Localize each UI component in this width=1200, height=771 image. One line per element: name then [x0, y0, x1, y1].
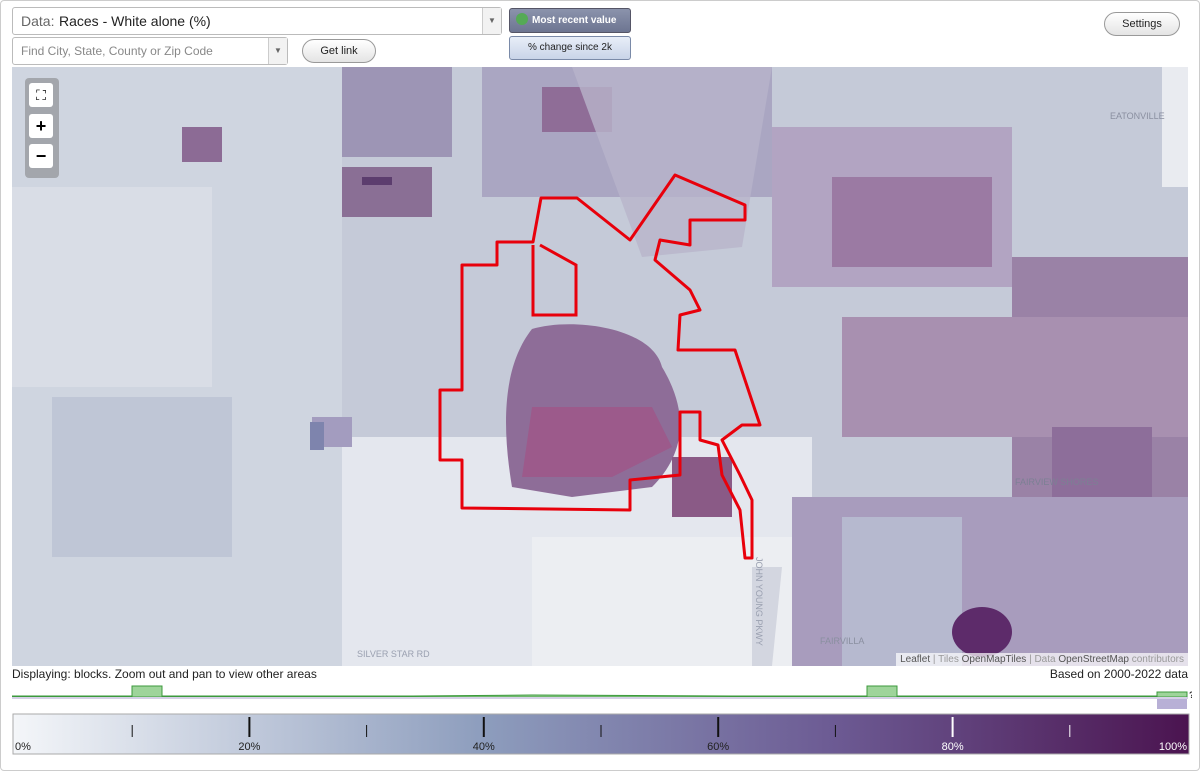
- dropdown-arrow: ▼: [482, 8, 501, 34]
- help-icon[interactable]: ?: [1189, 690, 1192, 700]
- legend-tick-label: 0%: [15, 741, 31, 753]
- mode-recent-label: Most recent value: [532, 15, 617, 26]
- place-label: SILVER STAR RD: [357, 649, 430, 659]
- place-label: EATONVILLE: [1110, 111, 1165, 121]
- zoom-out-button[interactable]: −: [29, 144, 53, 168]
- search-box[interactable]: Find City, State, County or Zip Code ▼: [12, 37, 288, 65]
- settings-button[interactable]: Settings: [1104, 12, 1180, 36]
- attribution-text: contributors: [1131, 654, 1184, 665]
- displaying-note: Displaying: blocks. Zoom out and pan to …: [12, 667, 317, 681]
- dropdown-arrow: ▼: [268, 38, 287, 64]
- legend-tick-label: 100%: [1159, 741, 1187, 753]
- mode-recent-button[interactable]: Most recent value: [509, 8, 631, 33]
- map: EATONVILLE FAIRVIEW SHORES FAIRVILLA SIL…: [12, 67, 1188, 666]
- legend-tick-label: 20%: [238, 741, 260, 753]
- attribution: Leaflet | Tiles OpenMapTiles | Data Open…: [896, 653, 1188, 666]
- attribution-link[interactable]: OpenMapTiles: [961, 654, 1027, 665]
- attribution-link[interactable]: OpenStreetMap: [1058, 654, 1129, 665]
- data-selection: Races - White alone (%): [59, 13, 211, 29]
- data-prefix: Data:: [21, 13, 55, 29]
- legend-tick-label: 60%: [707, 741, 729, 753]
- legend-tick-label: 40%: [473, 741, 495, 753]
- mode-change-button[interactable]: % change since 2k: [509, 36, 631, 60]
- attribution-text: Data: [1034, 654, 1056, 665]
- histogram: ?: [12, 685, 1192, 709]
- attribution-text: Tiles: [938, 654, 959, 665]
- place-label: FAIRVILLA: [820, 636, 864, 646]
- fit-button[interactable]: ⛶: [29, 83, 53, 107]
- legend-tick-label: 80%: [942, 741, 964, 753]
- zoom-in-button[interactable]: +: [29, 114, 53, 138]
- place-label: FAIRVIEW SHORES: [1015, 477, 1098, 487]
- legend: 0% 20% 40% 60% 80% 100%: [12, 713, 1190, 755]
- data-select[interactable]: Data: Races - White alone (%) ▼: [12, 7, 502, 35]
- place-label: JOHN YOUNG PKWY: [754, 557, 764, 646]
- map-controls: ⛶ + −: [25, 78, 59, 178]
- attribution-link[interactable]: Leaflet: [900, 654, 931, 665]
- data-range-note: Based on 2000-2022 data: [1049, 667, 1188, 681]
- get-link-button[interactable]: Get link: [302, 39, 376, 63]
- search-placeholder: Find City, State, County or Zip Code: [21, 44, 213, 58]
